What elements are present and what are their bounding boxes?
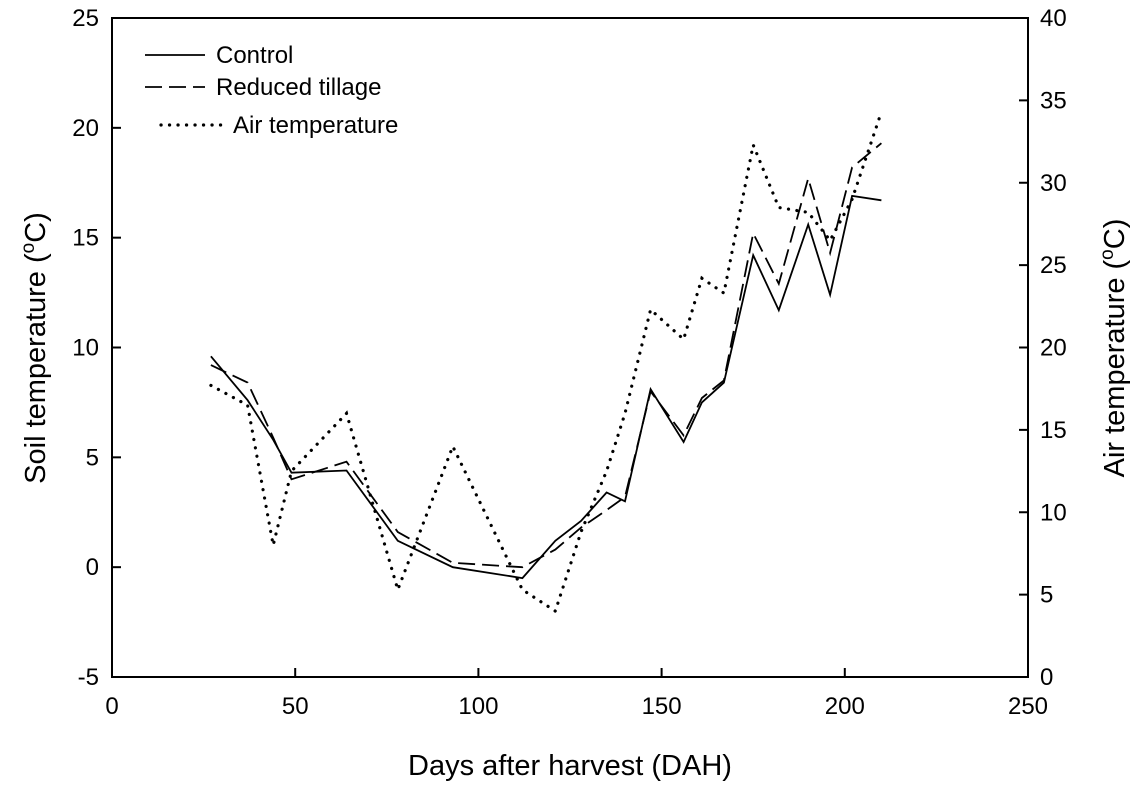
x-tick-label: 150: [642, 693, 682, 720]
series-line-air-temperature: [209, 110, 884, 614]
series-layer: [209, 110, 884, 614]
y2-tick-label: 10: [1040, 499, 1067, 526]
x-tick-label: 0: [105, 693, 118, 720]
y-tick-label: 0: [86, 554, 99, 581]
y2-tick-label: 0: [1040, 664, 1053, 691]
y-axis-title: Soil temperature (oC): [18, 212, 52, 484]
y2-tick-label: 5: [1040, 582, 1053, 609]
series-line-control: [210, 194, 882, 580]
x-tick-label: 200: [825, 693, 865, 720]
x-tick-label: 100: [458, 693, 498, 720]
ticks-layer: 0 50 100 150 200 250-505101520250510152025303…: [72, 5, 1066, 720]
y2-tick-label: 30: [1040, 170, 1067, 197]
y-axis-title-suffix: C): [20, 212, 52, 243]
series-line-reduced-tillage: [210, 142, 882, 569]
x-axis-title: Days after harvest (DAH): [408, 750, 732, 782]
y2-axis-title: Air temperature (oC): [1097, 219, 1131, 478]
legend-label-control: Control: [216, 42, 293, 69]
x-tick-label: 250: [1008, 693, 1048, 720]
y2-tick-label: 25: [1040, 252, 1067, 279]
y-axis-title-prefix: Soil temperature (: [20, 253, 52, 484]
legend: Control Reduced tillage Air temperature: [145, 42, 398, 139]
x-tick-label: 50: [282, 693, 309, 720]
legend-label-reduced-tillage: Reduced tillage: [216, 74, 381, 101]
y-tick-label: 5: [86, 444, 99, 471]
y2-axis-title-prefix: Air temperature (: [1099, 259, 1131, 477]
y-axis-degree: o: [18, 243, 39, 254]
y2-tick-label: 20: [1040, 335, 1067, 362]
y-tick-label: 20: [72, 115, 99, 142]
legend-label-air-temperature: Air temperature: [233, 112, 398, 139]
y2-tick-label: 35: [1040, 87, 1067, 114]
y-tick-label: 10: [72, 335, 99, 362]
y2-tick-label: 15: [1040, 417, 1067, 444]
y-tick-label: 25: [72, 5, 99, 32]
y-tick-label: 15: [72, 225, 99, 252]
y-tick-label: -5: [78, 664, 99, 691]
y2-tick-label: 40: [1040, 5, 1067, 32]
y2-axis-degree: o: [1097, 249, 1118, 260]
y2-axis-title-suffix: C): [1099, 219, 1131, 250]
